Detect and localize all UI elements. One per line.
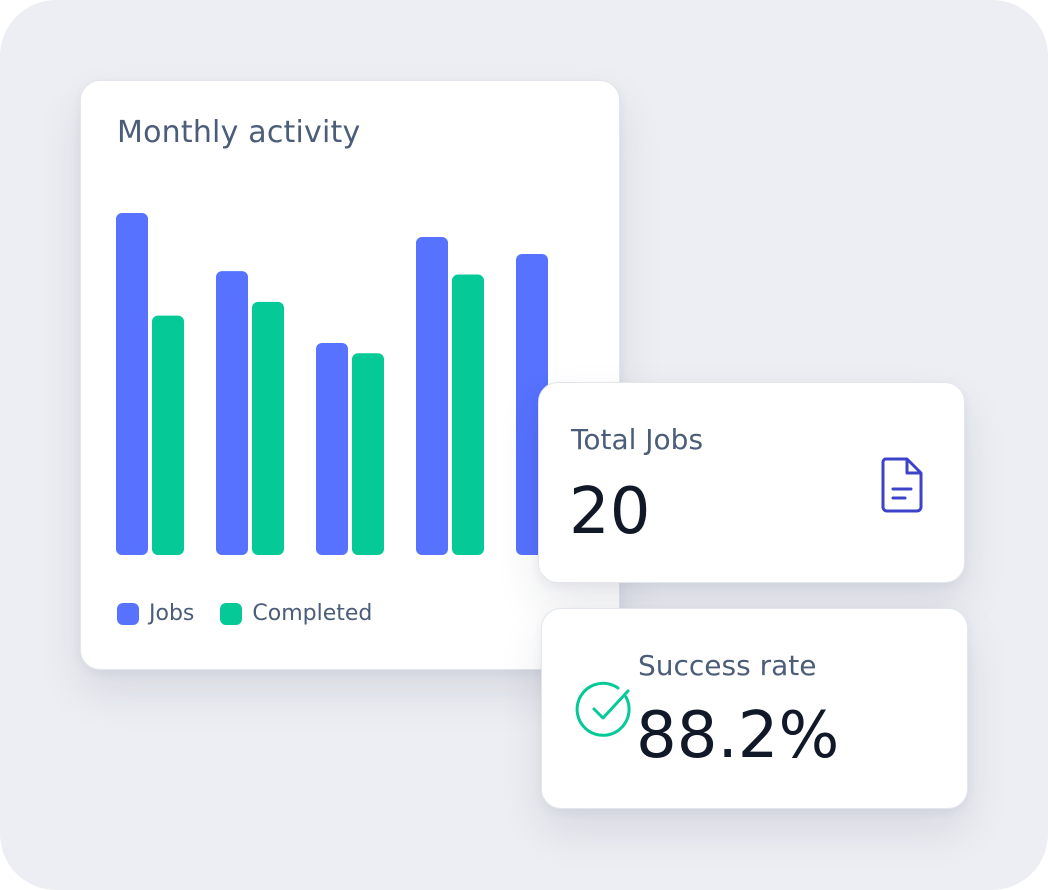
- legend-item-completed: Completed: [220, 601, 372, 626]
- check-circle-icon: [575, 681, 631, 737]
- legend-label-completed: Completed: [252, 601, 373, 626]
- chart-legend: Jobs Completed: [117, 601, 372, 626]
- bar-completed-3: [352, 353, 384, 555]
- bar-jobs-2: [216, 271, 248, 555]
- total-jobs-value: 20: [569, 475, 651, 549]
- success-rate-label: Success rate: [638, 649, 817, 682]
- success-rate-card: Success rate 88.2%: [541, 608, 968, 809]
- monthly-activity-card: Monthly activity Jobs Completed: [80, 80, 620, 670]
- total-jobs-card: Total Jobs 20: [538, 382, 965, 583]
- success-rate-value: 88.2%: [636, 699, 840, 773]
- bar-jobs-1: [116, 213, 148, 555]
- bar-jobs-3: [316, 342, 348, 555]
- total-jobs-label: Total Jobs: [571, 423, 704, 456]
- bar-completed-2: [252, 301, 284, 555]
- bar-completed-1: [152, 315, 184, 555]
- document-icon: [881, 457, 923, 513]
- legend-label-jobs: Jobs: [149, 601, 195, 626]
- legend-swatch-jobs: [117, 602, 139, 625]
- bar-jobs-4: [416, 236, 448, 555]
- chart-title: Monthly activity: [117, 115, 361, 150]
- legend-item-jobs: Jobs: [117, 601, 194, 626]
- legend-swatch-completed: [220, 602, 243, 625]
- bar-completed-4: [452, 274, 484, 555]
- bar-chart: [116, 213, 548, 556]
